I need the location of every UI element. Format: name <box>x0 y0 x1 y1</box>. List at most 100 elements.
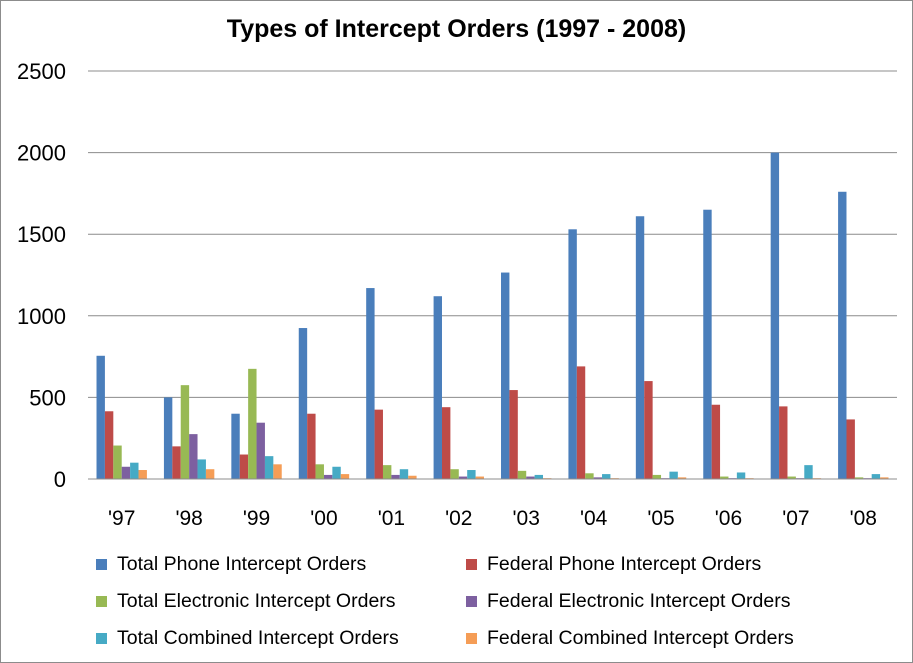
legend-label: Total Electronic Intercept Orders <box>117 589 396 612</box>
bar-1-05 <box>635 216 645 479</box>
x-tick-label: '01 <box>378 507 405 530</box>
legend-label: Federal Combined Intercept Orders <box>487 626 794 649</box>
bar-3-01 <box>382 465 392 479</box>
legend-item: Total Combined Intercept Orders <box>96 623 399 653</box>
bar-1-02 <box>433 296 442 479</box>
bar-1-97 <box>96 355 105 479</box>
bar-4-03 <box>526 476 535 479</box>
y-tick-label: 2500 <box>17 59 66 84</box>
legend-item: Total Phone Intercept Orders <box>96 549 366 579</box>
bar-2-01 <box>374 409 383 479</box>
bar-1-04 <box>568 229 577 479</box>
x-tick-label: '08 <box>850 507 877 530</box>
bar-2-99 <box>239 454 249 479</box>
x-tick-label: '00 <box>310 507 337 530</box>
bar-3-07 <box>787 476 796 479</box>
legend-item: Total Electronic Intercept Orders <box>96 586 396 616</box>
x-tick-label: '07 <box>782 507 809 530</box>
bar-1-00 <box>298 328 308 479</box>
bar-2-07 <box>779 406 788 479</box>
legend-swatch <box>96 558 107 570</box>
bar-2-04 <box>576 366 586 479</box>
bar-3-99 <box>248 368 257 479</box>
bar-1-98 <box>163 397 173 479</box>
y-tick-label: 2000 <box>17 141 66 166</box>
legend-label: Federal Phone Intercept Orders <box>487 552 762 575</box>
bar-1-08 <box>838 191 847 479</box>
y-tick-label: 0 <box>54 467 66 492</box>
bar-6-02 <box>475 476 484 479</box>
bar-3-02 <box>450 469 459 479</box>
bar-4-02 <box>458 476 468 479</box>
bar-2-02 <box>441 407 451 479</box>
bar-1-06 <box>703 209 712 479</box>
bar-3-05 <box>652 474 662 479</box>
bar-2-97 <box>104 411 114 479</box>
bar-5-04 <box>602 474 611 479</box>
y-tick-label: 500 <box>29 385 66 410</box>
bar-4-01 <box>391 474 400 479</box>
y-tick-label: 1500 <box>17 222 66 247</box>
bar-5-99 <box>264 456 274 479</box>
legend-label: Total Phone Intercept Orders <box>117 552 367 575</box>
bar-4-97 <box>121 466 131 479</box>
x-tick-label: '98 <box>175 507 202 530</box>
legend-swatch <box>96 632 107 644</box>
x-tick-label: '99 <box>243 507 270 530</box>
bar-3-97 <box>113 445 122 479</box>
legend-swatch <box>96 595 107 607</box>
bar-3-04 <box>585 473 594 479</box>
bar-5-06 <box>736 472 746 479</box>
legend-swatch <box>466 558 477 570</box>
bar-6-08 <box>880 477 889 479</box>
bar-5-02 <box>467 470 476 479</box>
legend-item: Federal Combined Intercept Orders <box>466 623 794 653</box>
legend-item: Federal Phone Intercept Orders <box>466 549 761 579</box>
bar-6-01 <box>408 475 417 479</box>
bar-2-03 <box>509 390 518 479</box>
bar-3-08 <box>854 477 864 479</box>
legend-label: Total Combined Intercept Orders <box>117 626 399 649</box>
bar-5-98 <box>197 459 206 479</box>
bar-5-97 <box>130 462 139 479</box>
bar-5-00 <box>332 466 341 479</box>
legend-item: Federal Electronic Intercept Orders <box>466 586 790 616</box>
bar-6-99 <box>273 464 282 479</box>
x-tick-label: '02 <box>445 507 472 530</box>
legend-swatch <box>466 632 477 644</box>
chart-title: Types of Intercept Orders (1997 - 2008) <box>226 15 687 43</box>
x-tick-label: '05 <box>647 507 674 530</box>
bar-4-98 <box>189 434 198 479</box>
bar-5-07 <box>804 465 813 479</box>
bar-5-05 <box>669 471 678 479</box>
x-tick-label: '03 <box>513 507 540 530</box>
bar-2-08 <box>846 419 855 479</box>
x-tick-label: '04 <box>580 507 608 530</box>
bar-1-99 <box>231 413 240 479</box>
bar-6-00 <box>340 474 350 479</box>
bar-1-03 <box>501 272 510 479</box>
x-tick-label: '06 <box>715 507 742 530</box>
legend-swatch <box>466 595 477 607</box>
bar-1-07 <box>770 152 780 479</box>
bar-2-06 <box>711 404 721 479</box>
bar-4-99 <box>256 422 265 479</box>
bar-6-97 <box>138 470 147 479</box>
legend-label: Federal Electronic Intercept Orders <box>487 589 791 612</box>
bar-3-00 <box>315 464 324 479</box>
bar-3-03 <box>517 470 527 479</box>
bar-3-98 <box>180 385 190 479</box>
bar-4-04 <box>593 477 603 479</box>
bar-2-98 <box>172 446 181 479</box>
bar-2-00 <box>307 413 316 479</box>
bar-6-98 <box>205 469 215 479</box>
bar-6-05 <box>677 477 687 479</box>
bar-4-00 <box>323 474 333 479</box>
bar-3-06 <box>720 476 729 479</box>
y-tick-label: 1000 <box>17 304 66 329</box>
bar-5-01 <box>399 469 409 479</box>
bar-2-05 <box>644 381 653 479</box>
bar-5-03 <box>534 474 544 479</box>
